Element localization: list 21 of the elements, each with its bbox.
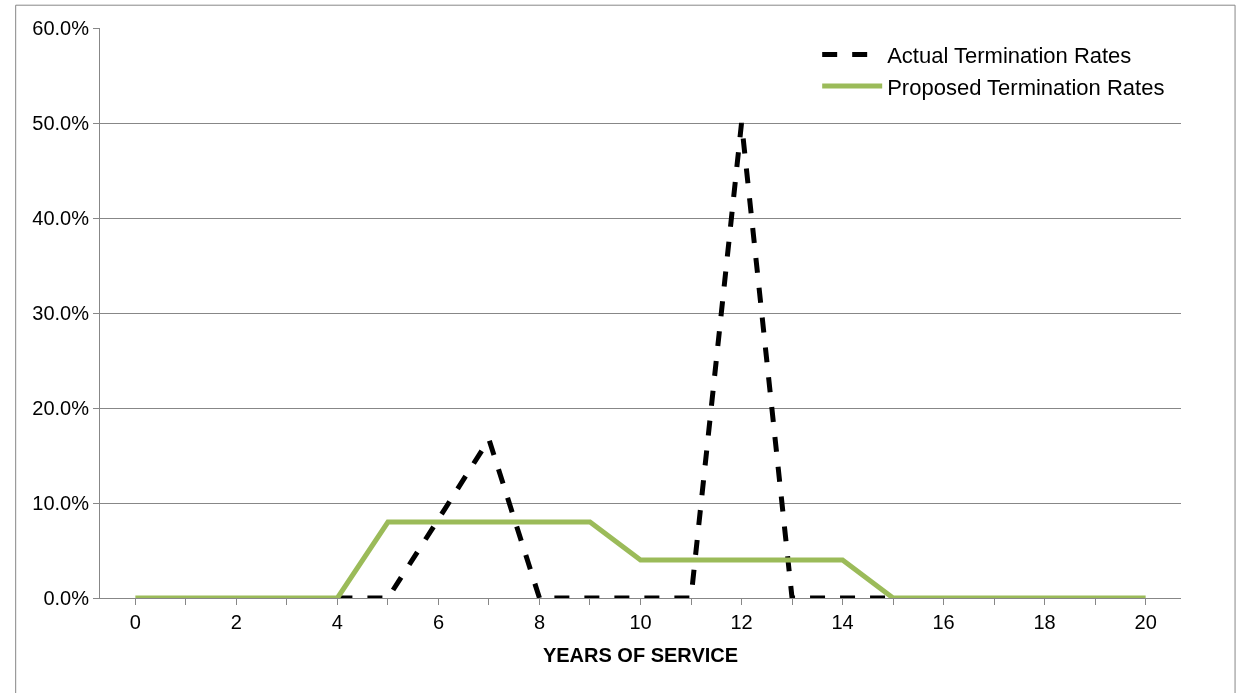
y-tick-label: 0.0% — [43, 587, 90, 609]
y-tick-label: 40.0% — [32, 207, 90, 229]
y-tick-label: 20.0% — [32, 397, 90, 419]
legend-label: Proposed Termination Rates — [887, 74, 1165, 100]
x-tick-label: 6 — [432, 611, 444, 633]
x-tick-label: 18 — [1033, 611, 1056, 633]
y-tick-label: 10.0% — [32, 492, 90, 514]
x-axis-title: YEARS OF SERVICE — [542, 643, 739, 666]
x-tick-label: 2 — [230, 611, 242, 633]
x-tick-label: 20 — [1134, 611, 1157, 633]
y-tick-label: 60.0% — [32, 17, 90, 39]
x-tick-label: 8 — [533, 611, 546, 633]
x-tick-label: 4 — [331, 611, 343, 633]
x-tick-label: 12 — [730, 611, 753, 633]
x-tick-label: 0 — [129, 611, 141, 633]
legend-label: Actual Termination Rates — [887, 43, 1132, 69]
x-tick-label: 16 — [932, 611, 955, 633]
y-tick-label: 30.0% — [32, 302, 90, 324]
x-tick-label: 14 — [831, 611, 854, 633]
x-tick-label: 10 — [629, 611, 652, 633]
y-tick-label: 50.0% — [32, 112, 90, 134]
